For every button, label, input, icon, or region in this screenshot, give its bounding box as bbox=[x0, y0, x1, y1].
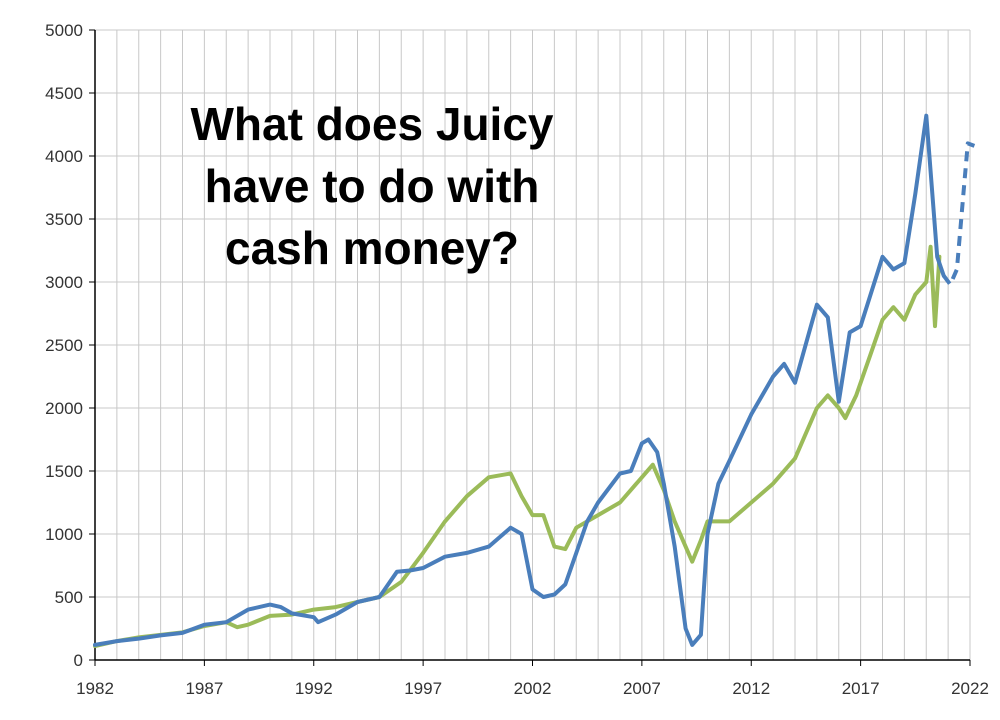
overlay-caption: What does Juicy have to do with cash money… bbox=[191, 98, 554, 274]
tick-labels: 1982 1987 1992 1997 2002 2007 2012 2017 2022 0 500… bbox=[45, 21, 989, 698]
y-tick-label: 1500 bbox=[45, 462, 83, 481]
x-tick-label: 1987 bbox=[185, 679, 223, 698]
y-tick-label: 5000 bbox=[45, 21, 83, 40]
x-tick-label: 2022 bbox=[951, 679, 989, 698]
y-tick-label: 2000 bbox=[45, 399, 83, 418]
overlay-caption-line: What does Juicy bbox=[191, 98, 554, 150]
y-tick-label: 4000 bbox=[45, 147, 83, 166]
y-tick-label: 1000 bbox=[45, 525, 83, 544]
y-tick-label: 2500 bbox=[45, 336, 83, 355]
x-tick-label: 1997 bbox=[404, 679, 442, 698]
y-tick-label: 0 bbox=[74, 651, 83, 670]
axes bbox=[89, 29, 971, 666]
x-tick-label: 2017 bbox=[842, 679, 880, 698]
y-tick-label: 3000 bbox=[45, 273, 83, 292]
x-tick-label: 2007 bbox=[623, 679, 661, 698]
x-tick-label: 2012 bbox=[732, 679, 770, 698]
series-line-blue bbox=[93, 113, 946, 647]
y-tick-label: 4500 bbox=[45, 84, 83, 103]
x-tick-label: 2002 bbox=[514, 679, 552, 698]
x-tick-label: 1982 bbox=[76, 679, 114, 698]
series-group bbox=[93, 113, 976, 649]
y-tick-label: 3500 bbox=[45, 210, 83, 229]
overlay-caption-line: cash money? bbox=[225, 222, 519, 274]
y-tick-label: 500 bbox=[55, 588, 83, 607]
series-line-blue-dashed bbox=[942, 141, 976, 287]
x-tick-label: 1992 bbox=[295, 679, 333, 698]
series-line-green bbox=[93, 244, 942, 649]
overlay-caption-line: have to do with bbox=[205, 160, 540, 212]
